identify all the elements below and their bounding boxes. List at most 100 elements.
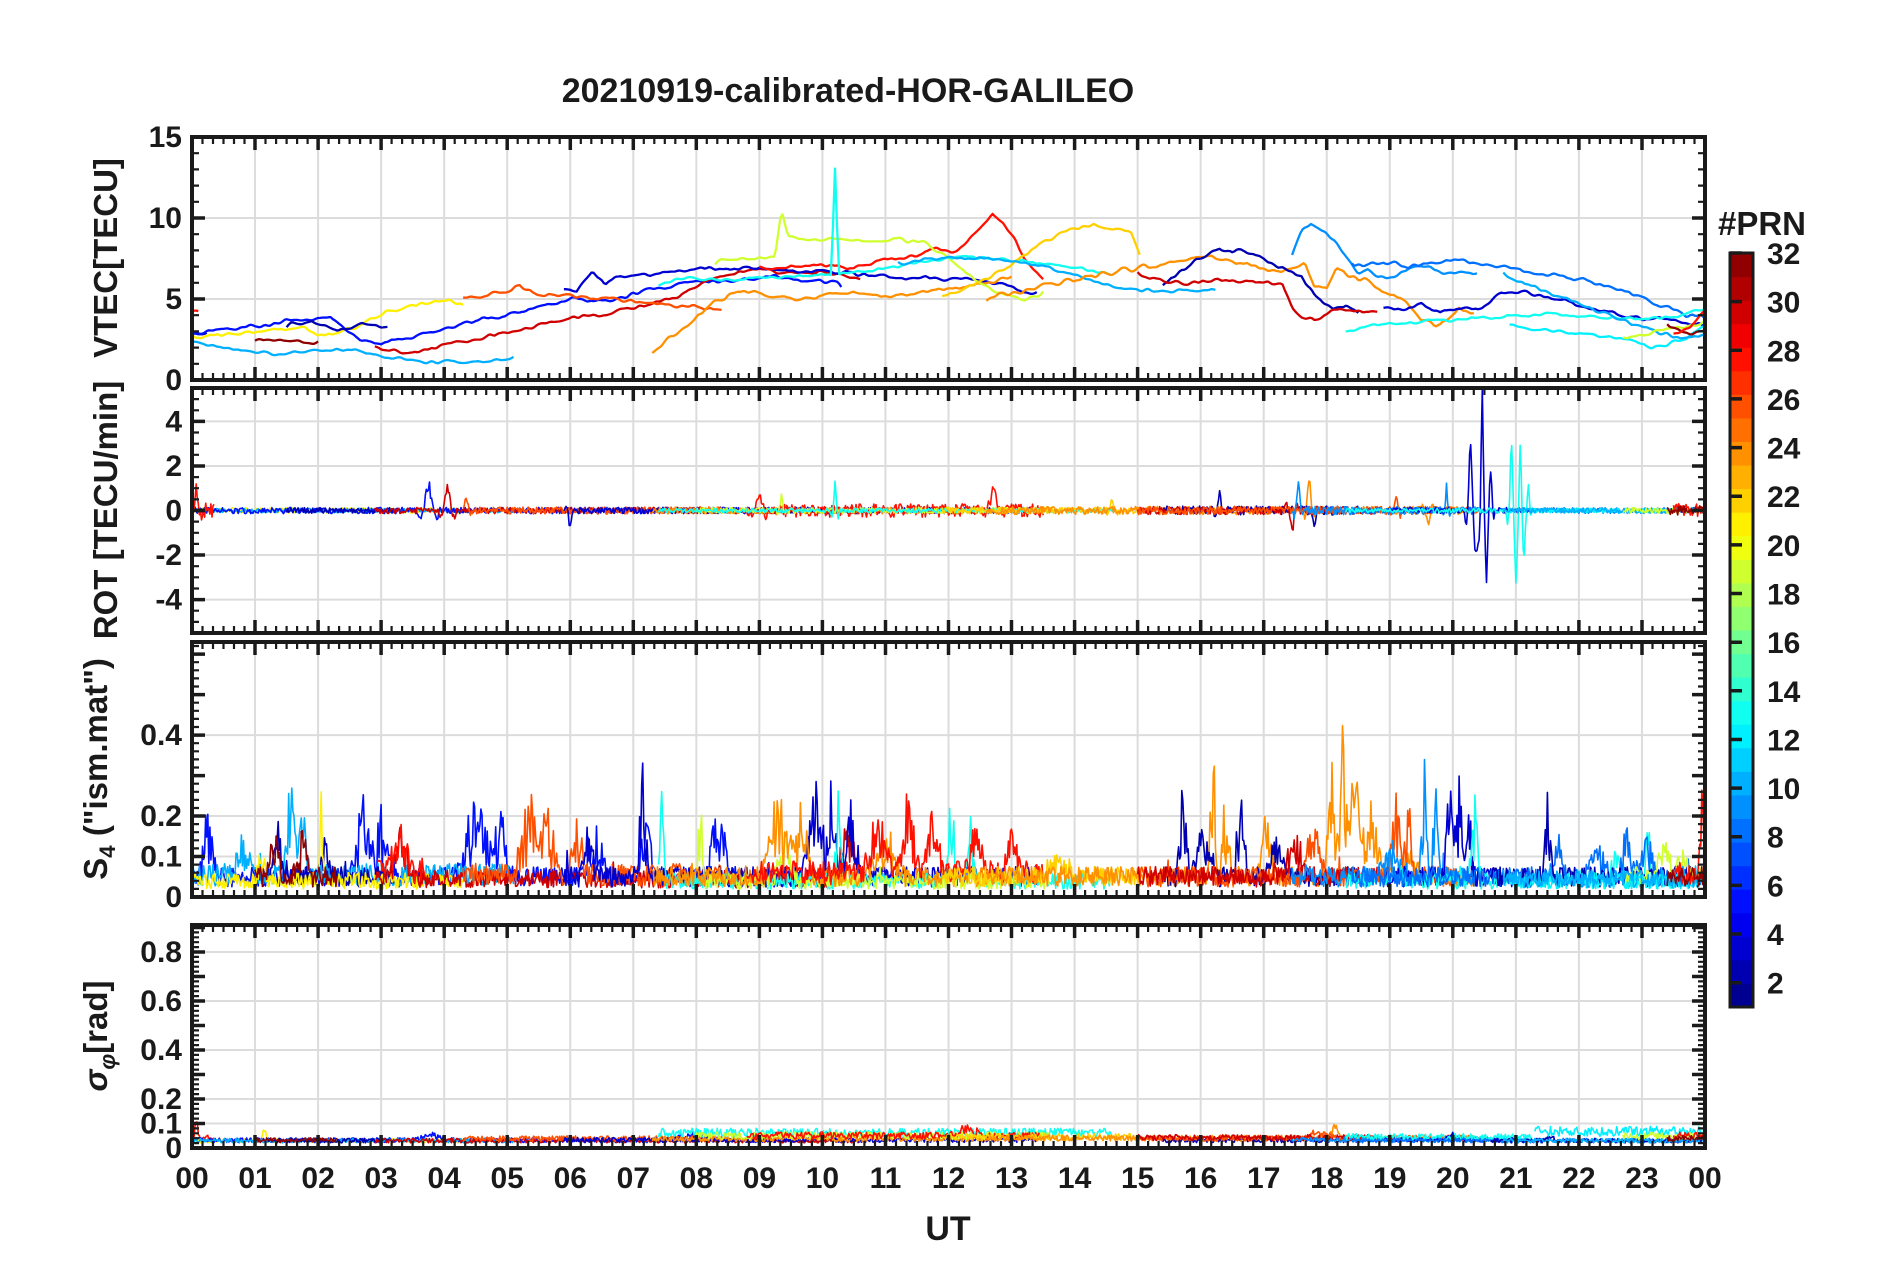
colorbar-block — [1730, 889, 1753, 914]
series-prn-10 — [1502, 271, 1705, 340]
colorbar-tick-label: 18 — [1767, 579, 1800, 612]
y-tick-label: 0.1 — [140, 1107, 182, 1140]
colorbar-block — [1730, 724, 1753, 749]
x-tick-label: 17 — [1247, 1162, 1280, 1195]
y-tick-label: 0 — [165, 1132, 182, 1165]
y-tick-label: 2 — [165, 450, 182, 483]
gridlines — [192, 925, 1705, 1148]
colorbar-border — [1728, 251, 1755, 1009]
series-prn-2 — [285, 320, 388, 332]
series-prn-19 — [1622, 841, 1705, 888]
x-tick-label: 20 — [1436, 1162, 1469, 1195]
colorbar-block — [1730, 253, 1753, 278]
colorbar-tick-label: 32 — [1767, 238, 1800, 271]
series-prn-32 — [1666, 1134, 1705, 1142]
x-tick-label: 13 — [995, 1162, 1028, 1195]
colorbar-tick-label: 26 — [1767, 384, 1800, 417]
colorbar-block — [1730, 465, 1753, 490]
colorbar-block — [1730, 488, 1753, 513]
y-tick-label: 5 — [165, 283, 182, 316]
series-prn-3 — [563, 265, 1038, 296]
x-tick-label: 06 — [554, 1162, 587, 1195]
series-prn-32 — [1666, 505, 1705, 516]
series-prn-28 — [1672, 1131, 1705, 1141]
colorbar-block — [1730, 936, 1753, 961]
colorbar-block — [1730, 700, 1753, 725]
y-tick-label: 0.4 — [140, 719, 182, 752]
x-tick-label: 21 — [1499, 1162, 1532, 1195]
colorbar-tick-label: 14 — [1767, 676, 1801, 709]
series-prn-10 — [192, 339, 515, 365]
y-tick-label: 15 — [149, 121, 182, 154]
series-prn-12 — [1534, 1125, 1705, 1138]
vtec-panel: 0 5 10 15 — [149, 121, 1707, 397]
y-tick-label: 0.6 — [140, 985, 182, 1018]
series-prn-5 — [192, 481, 842, 521]
colorbar-tick-label: 24 — [1767, 433, 1801, 466]
y-label-vtec: VTEC[TECU] — [87, 158, 124, 358]
series-group — [192, 167, 1705, 365]
colorbar-tick-label: 10 — [1767, 773, 1800, 806]
y-label-s4: S4 ("ism.mat") — [77, 658, 120, 880]
x-tick-label: 11 — [870, 1162, 902, 1195]
x-tick-label: 18 — [1310, 1162, 1343, 1195]
series-prn-12 — [1509, 323, 1705, 350]
series-prn-8 — [1351, 258, 1705, 320]
colorbar-block — [1730, 771, 1753, 796]
series-group — [192, 388, 1705, 584]
series-prn-26 — [462, 793, 723, 887]
series-prn-24 — [651, 275, 1013, 354]
series-prn-32 — [254, 829, 338, 888]
series-prn-10 — [897, 255, 1216, 294]
series-prn-30 — [1136, 501, 1378, 531]
x-tick-label: 05 — [491, 1162, 524, 1195]
x-tick-label: 04 — [427, 1162, 461, 1195]
colorbar-tick-label: 2 — [1767, 968, 1784, 1001]
series-group — [192, 724, 1705, 890]
sigma-panel: 00.10.2 0.4 0.6 0.8 — [140, 923, 1707, 1165]
x-tick-label: 03 — [364, 1162, 397, 1195]
colorbar-title: #PRN — [1717, 205, 1807, 242]
series-prn-32 — [1666, 866, 1705, 887]
series-prn-28 — [746, 486, 1044, 521]
colorbar-block — [1730, 959, 1753, 984]
series-prn-32 — [254, 337, 319, 345]
series-prn-24 — [985, 480, 1476, 526]
colorbar-block — [1730, 653, 1753, 678]
colorbar-tick-label: 12 — [1767, 724, 1800, 757]
minor-ticks — [192, 642, 1705, 897]
series-prn-9 — [1291, 222, 1478, 280]
x-tick-label: 07 — [617, 1162, 650, 1195]
major-ticks — [190, 135, 1707, 382]
series-prn-19 — [714, 213, 1045, 302]
series-prn-19 — [695, 814, 1051, 890]
colorbar-tick-label: 8 — [1767, 822, 1784, 855]
plot-root: 051015-4-202400.10.20.400.10.20.40.60.80… — [140, 121, 1800, 1195]
colorbar-block — [1730, 747, 1753, 772]
series-prn-32 — [254, 1137, 338, 1144]
x-tick-label: 09 — [743, 1162, 776, 1195]
colorbar-tick-label: 6 — [1767, 870, 1784, 903]
colorbar-block — [1730, 606, 1753, 631]
x-tick-label: 14 — [1058, 1162, 1092, 1195]
series-prn-13 — [1345, 308, 1705, 333]
y-tick-label: 0.4 — [140, 1034, 182, 1067]
series-prn-13 — [657, 480, 1114, 520]
x-axis-label: UT — [925, 1210, 971, 1248]
x-tick-label: 08 — [680, 1162, 713, 1195]
y-tick-label: 0.2 — [140, 800, 182, 833]
x-tick-label: 16 — [1184, 1162, 1217, 1195]
major-ticks — [190, 925, 1707, 1150]
series-prn-9 — [1291, 758, 1479, 888]
x-tick-label: 00 — [175, 1162, 208, 1195]
y-tick-label: 0 — [165, 495, 182, 528]
series-prn-2 — [1162, 247, 1360, 314]
y-tick-label: 0 — [165, 364, 182, 397]
y-label-sigmaphi: σφ[rad] — [77, 980, 120, 1092]
y-tick-label: 0 — [165, 881, 182, 914]
series-prn-30 — [374, 267, 861, 355]
y-tick-labels: 0 0.1 0.2 0.4 — [140, 719, 182, 914]
